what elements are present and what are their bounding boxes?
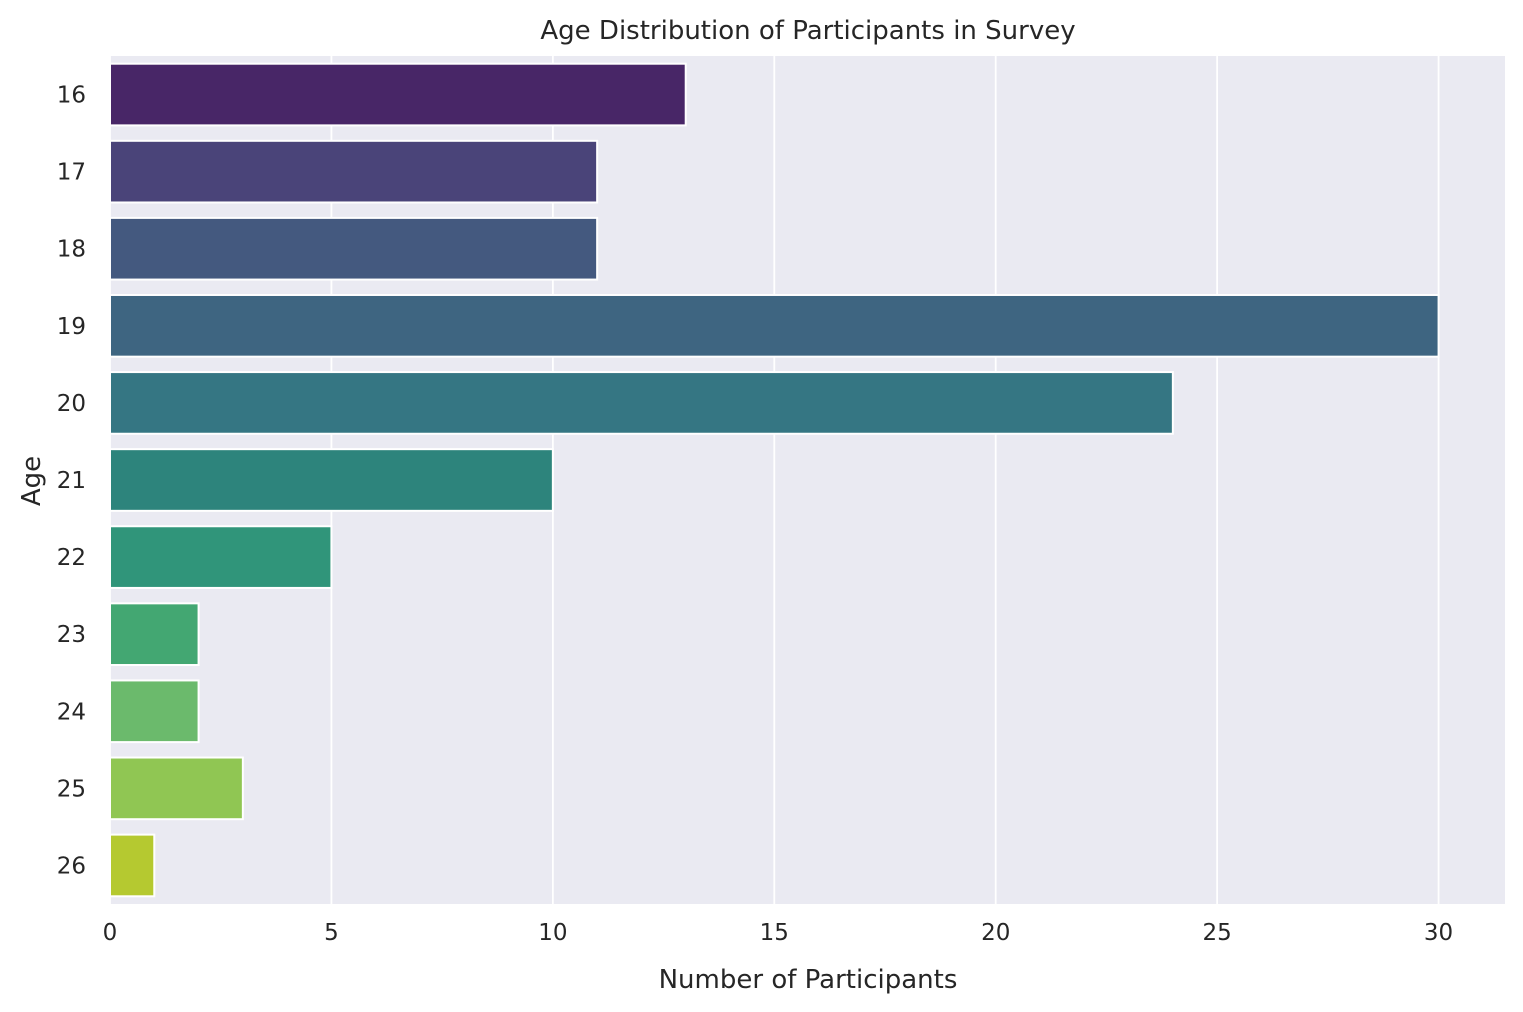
bar-age-18 — [109, 216, 599, 281]
y-tick-label: 17 — [57, 160, 86, 186]
bar-age-21 — [109, 448, 554, 512]
y-tick-label: 26 — [57, 853, 86, 879]
y-tick-label: 21 — [57, 468, 86, 494]
y-axis-label: Age — [17, 456, 47, 506]
y-tick-labels: 16 17 18 19 20 21 22 23 24 25 26 — [57, 83, 86, 880]
bar-age-23 — [109, 602, 200, 667]
y-tick-label: 18 — [57, 237, 86, 263]
x-tick-label: 5 — [324, 920, 339, 946]
bar-age-24 — [109, 679, 200, 744]
x-tick-label: 10 — [538, 920, 567, 946]
y-tick-label: 20 — [57, 391, 86, 417]
bar-series — [109, 62, 1440, 898]
y-tick-label: 22 — [57, 545, 86, 571]
chart-title: Age Distribution of Participants in Surv… — [540, 16, 1075, 46]
y-tick-label: 16 — [57, 83, 86, 109]
bar-age-26 — [109, 833, 156, 898]
bar-age-25 — [109, 756, 244, 821]
x-tick-label: 15 — [760, 920, 789, 946]
x-tick-label: 30 — [1424, 920, 1453, 946]
x-tick-label: 25 — [1203, 920, 1232, 946]
x-tick-label: 20 — [981, 920, 1010, 946]
y-tick-label: 24 — [57, 699, 86, 725]
bar-age-19 — [109, 293, 1440, 358]
x-tick-label: 0 — [103, 920, 118, 946]
bar-age-16 — [109, 62, 687, 127]
y-tick-label: 23 — [57, 622, 86, 648]
bar-age-20 — [109, 371, 1174, 435]
bar-age-22 — [109, 525, 333, 589]
x-tick-labels: 0 5 10 15 20 25 30 — [103, 920, 1454, 946]
x-axis-label: Number of Participants — [659, 965, 958, 995]
bar-age-17 — [109, 139, 599, 204]
y-tick-label: 25 — [57, 776, 86, 802]
y-tick-label: 19 — [57, 314, 86, 340]
